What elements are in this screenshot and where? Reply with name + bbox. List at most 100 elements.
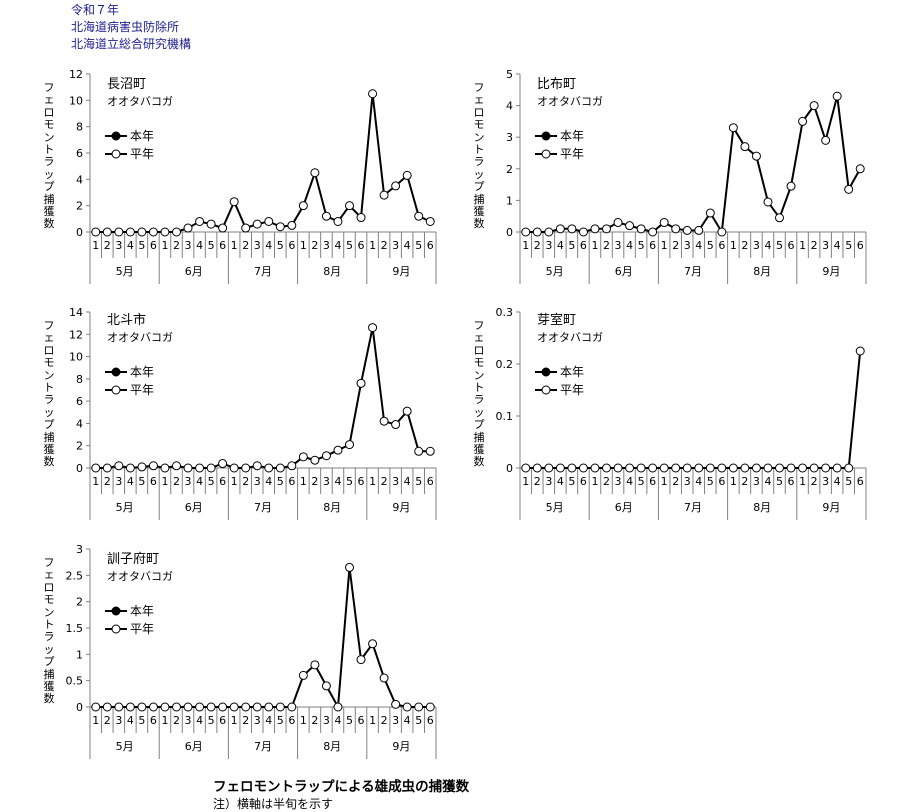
y-tick-label: 12	[69, 328, 83, 341]
y-axis-title: フェロモントラップ捕獲数	[43, 556, 55, 706]
x-tick-label: 3	[254, 239, 261, 252]
legend-marker-normal-year	[541, 149, 551, 159]
x-tick-label: 6	[358, 239, 365, 252]
x-tick-label: 2	[311, 239, 318, 252]
x-tick-label: 2	[741, 475, 748, 488]
data-point	[114, 702, 124, 712]
data-point	[160, 227, 170, 237]
data-point	[114, 227, 124, 237]
data-point	[218, 702, 228, 712]
data-point	[206, 219, 216, 229]
data-point	[648, 463, 658, 473]
data-point	[310, 168, 320, 178]
chart-svg: 00.10.20.31 2 3 4 5 6 1 2 3 4 5 6 1 2 3 4 5 6 1 2 3 4 5 6 1 2 3 4 5 6…	[496, 306, 867, 520]
x-tick-label: 5	[346, 475, 353, 488]
data-point	[821, 135, 831, 145]
data-point	[578, 463, 588, 473]
data-point	[206, 463, 216, 473]
x-tick-label: 6	[288, 239, 295, 252]
x-tick-label: 5	[208, 714, 215, 727]
x-tick-label: 4	[265, 714, 272, 727]
data-point	[195, 463, 205, 473]
y-tick-label: 10	[69, 351, 83, 364]
figure-note: 注）横軸は半旬を示す	[213, 797, 334, 811]
data-point	[102, 463, 112, 473]
data-point	[172, 227, 181, 237]
x-tick-label: 6	[288, 714, 295, 727]
y-tick-label: 8	[76, 373, 83, 386]
data-point	[775, 213, 784, 223]
data-point	[275, 702, 285, 712]
x-tick-label: 3	[185, 475, 192, 488]
data-point	[137, 462, 147, 472]
species-label: オオタバコガ	[537, 331, 603, 344]
data-point	[425, 702, 435, 712]
data-point	[229, 197, 239, 207]
y-tick-label: 1.5	[66, 622, 84, 635]
species-label: オオタバコガ	[107, 331, 173, 344]
data-point	[252, 702, 262, 712]
x-tick-label: 4	[196, 714, 203, 727]
x-month-label: 7月	[254, 740, 272, 753]
x-tick-label: 2	[173, 714, 180, 727]
data-point	[798, 463, 808, 473]
x-tick-label: 3	[684, 239, 691, 252]
y-tick-label: 0.1	[496, 410, 514, 423]
x-tick-label: 1	[231, 239, 238, 252]
data-point	[659, 218, 669, 228]
x-tick-label: 5	[277, 239, 284, 252]
data-point	[321, 681, 331, 691]
data-point	[544, 463, 554, 473]
x-tick-label: 5	[138, 239, 145, 252]
data-point	[229, 463, 239, 473]
data-point	[763, 197, 773, 207]
x-tick-label: 1	[730, 475, 737, 488]
data-point	[798, 116, 808, 126]
x-tick-label: 6	[718, 239, 725, 252]
chart-pippu: 0 1 2 3 4 5 1 2 3 4 5 6 1 2 3 4 5 6 1 2 3 4 5 6 1 2 3 4 5 6 1 2 3 4 5 6 5月 6月…	[467, 68, 887, 298]
x-tick-label: 6	[718, 475, 725, 488]
legend-marker-this-year	[111, 606, 121, 616]
x-tick-label: 5	[277, 714, 284, 727]
x-tick-label: 5	[346, 714, 353, 727]
x-tick-label: 3	[323, 475, 330, 488]
y-tick-label: 2	[506, 163, 513, 176]
data-point	[682, 463, 692, 473]
data-point	[321, 211, 331, 221]
x-tick-label: 2	[311, 475, 318, 488]
data-point	[172, 702, 181, 712]
data-point	[544, 227, 554, 237]
data-point	[298, 452, 308, 462]
data-point	[287, 702, 297, 712]
data-point	[844, 463, 854, 473]
x-month-label: 8月	[323, 740, 341, 753]
data-point	[578, 227, 588, 237]
x-tick-label: 2	[381, 714, 388, 727]
x-tick-label: 3	[254, 714, 261, 727]
y-tick-label: 1	[76, 648, 83, 661]
data-point	[195, 216, 205, 226]
x-tick-label: 3	[323, 714, 330, 727]
legend-label-normal-year: 平年	[130, 622, 154, 636]
y-tick-label: 4	[76, 417, 83, 430]
x-tick-label: 6	[219, 714, 226, 727]
data-point	[809, 463, 819, 473]
y-tick-label: 4	[76, 173, 83, 186]
data-point	[613, 218, 623, 228]
data-point	[728, 123, 738, 133]
y-tick-label: 0	[76, 226, 83, 239]
x-month-label: 7月	[684, 265, 702, 278]
x-tick-label: 6	[857, 475, 864, 488]
y-tick-label: 1	[506, 194, 513, 207]
x-tick-label: 5	[707, 475, 714, 488]
x-tick-label: 3	[615, 475, 622, 488]
data-point	[91, 702, 101, 712]
x-tick-label: 5	[845, 239, 852, 252]
data-point	[137, 227, 147, 237]
x-month-label: 8月	[753, 501, 771, 514]
x-tick-label: 4	[127, 714, 134, 727]
y-tick-label: 2	[76, 200, 83, 213]
y-tick-label: 2	[76, 440, 83, 453]
data-point	[751, 463, 761, 473]
x-tick-label: 3	[545, 239, 552, 252]
